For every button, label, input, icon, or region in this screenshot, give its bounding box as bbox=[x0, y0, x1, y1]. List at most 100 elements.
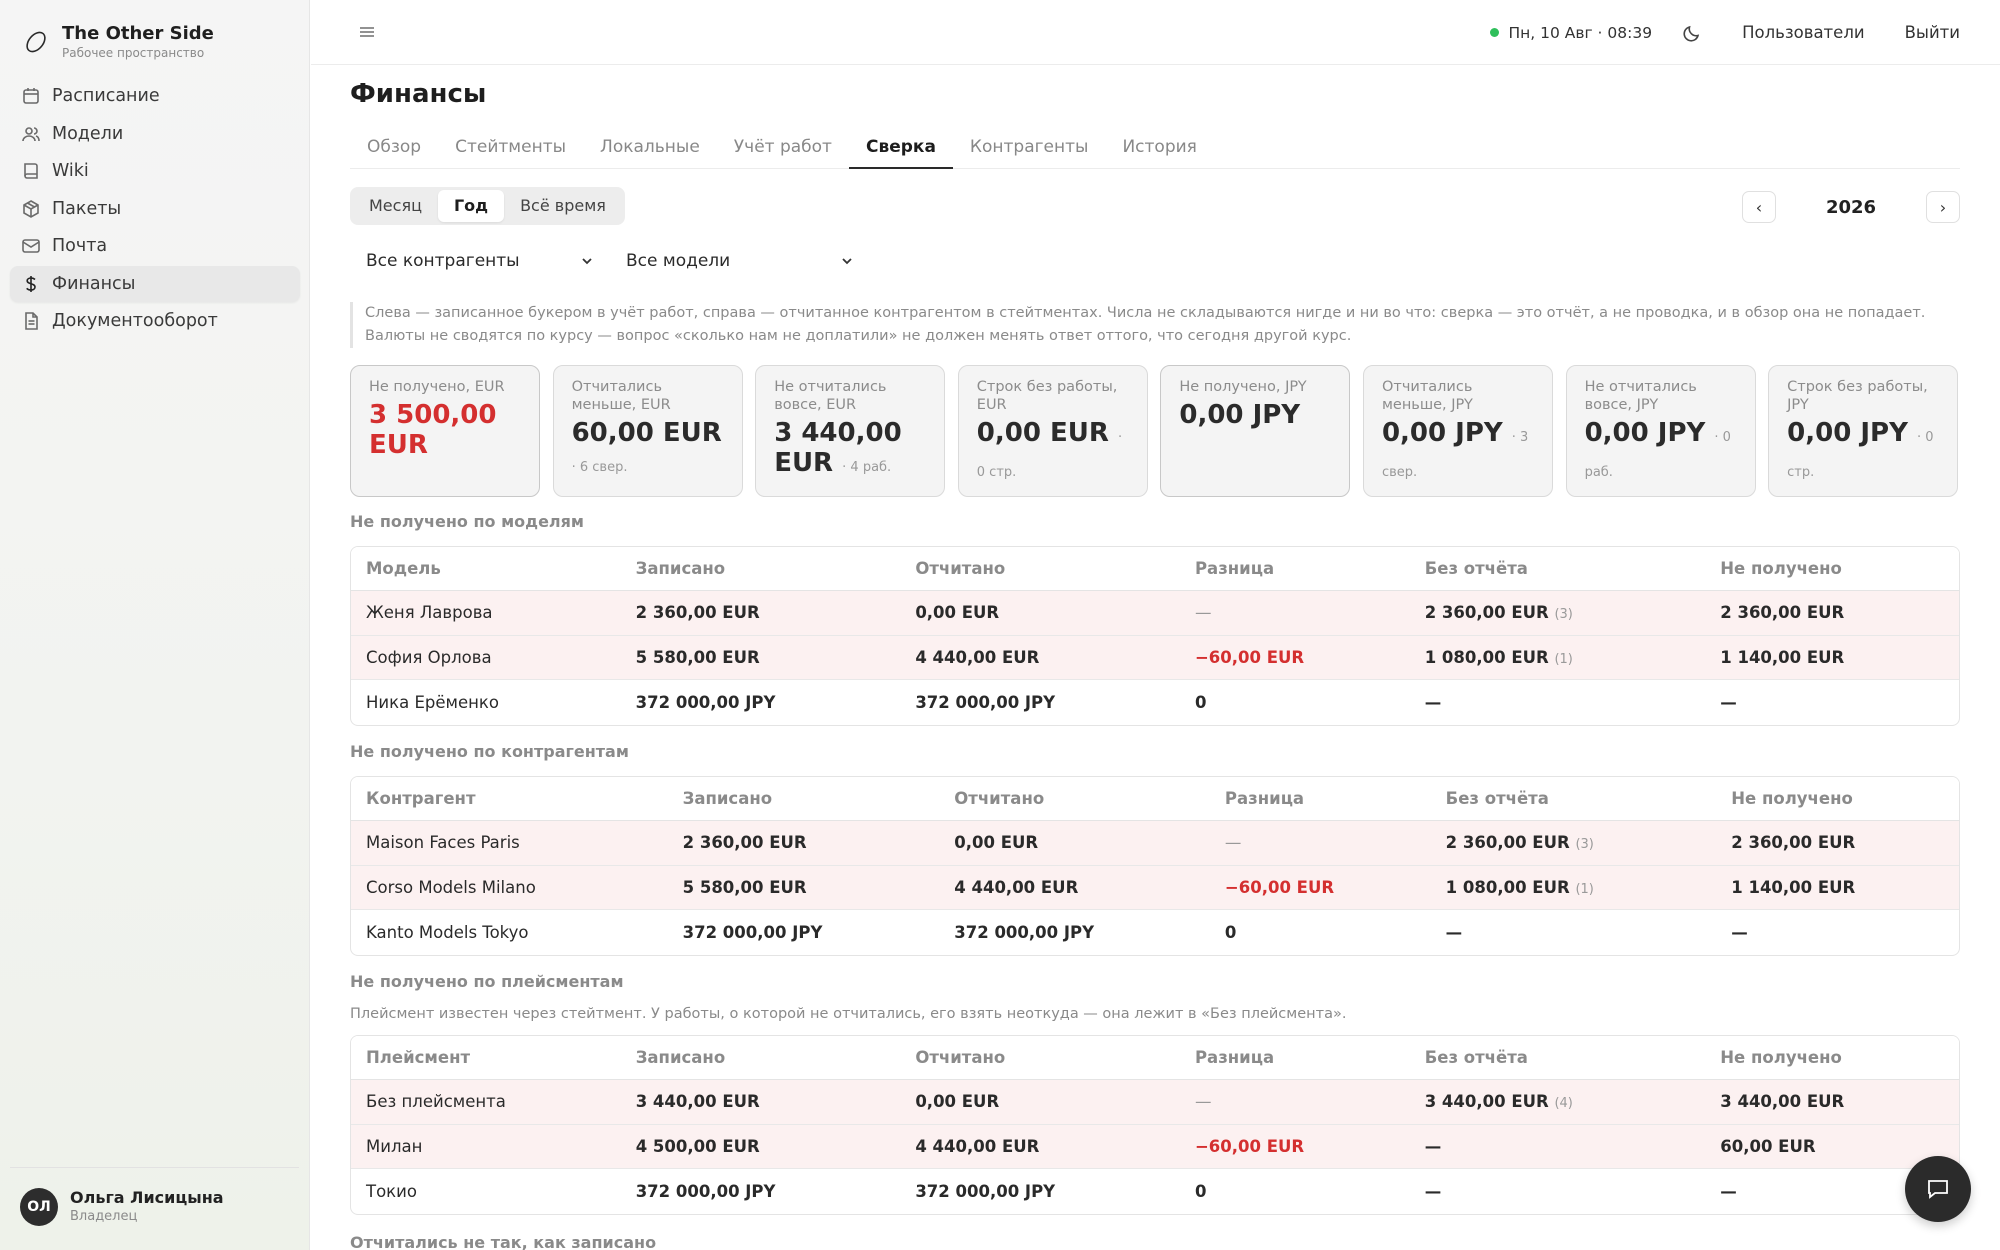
column-header[interactable]: Разница bbox=[1179, 547, 1410, 591]
card-meta: · 0 раб. bbox=[1584, 430, 1731, 480]
tab-history[interactable]: История bbox=[1122, 137, 1197, 157]
column-header[interactable]: Без отчёта bbox=[1409, 1036, 1706, 1080]
table-row[interactable]: Без плейсмента 3 440,00 EUR 0,00 EUR —3 440… bbox=[351, 1080, 1959, 1125]
sidebar-item-label: Wiki bbox=[52, 161, 89, 181]
column-header[interactable]: Записано bbox=[667, 777, 940, 821]
cell-reported: 0,00 EUR bbox=[939, 821, 1210, 866]
period-switch: Месяц Год Всё время bbox=[350, 187, 625, 225]
brand[interactable]: The Other Side Рабочее пространство bbox=[22, 20, 214, 64]
summary-card[interactable]: Не получено, JPY 0,00 JPY bbox=[1160, 365, 1351, 497]
table-row[interactable]: Милан 4 500,00 EUR 4 440,00 EUR −60,00 EUR —… bbox=[351, 1124, 1959, 1169]
table-row[interactable]: Токио 372 000,00 JPY 372 000,00 JPY 0 — — bbox=[351, 1169, 1959, 1214]
card-value: 0,00 EUR · 0 стр. bbox=[977, 418, 1133, 488]
cell-not-received: — bbox=[1720, 692, 1737, 712]
section-desc-by-placement: Плейсмент известен через стейтмент. У ра… bbox=[350, 1006, 1347, 1022]
column-header[interactable]: Плейсмент bbox=[351, 1036, 621, 1080]
cell-not-received: 1 140,00 EUR bbox=[1705, 635, 1959, 680]
column-header[interactable]: Без отчёта bbox=[1430, 777, 1717, 821]
column-header[interactable]: Отчитано bbox=[900, 547, 1180, 591]
no-report-count: (4) bbox=[1554, 1096, 1573, 1112]
card-amount: 0,00 JPY bbox=[1179, 400, 1301, 430]
brand-title: The Other Side bbox=[62, 23, 214, 44]
period-all-time[interactable]: Всё время bbox=[520, 196, 606, 215]
card-value: 0,00 JPY · 3 свер. bbox=[1382, 418, 1538, 488]
table-header-row: Модель Записано Отчитано Разница Без отчёта Н… bbox=[351, 547, 1959, 591]
model-select[interactable]: Все модели bbox=[610, 243, 870, 279]
card-meta: · 0 стр. bbox=[1787, 430, 1934, 480]
table-by-placement: Плейсмент Записано Отчитано Разница Без отчё… bbox=[350, 1035, 1960, 1215]
sidebar-item-mail[interactable]: Почта bbox=[10, 228, 300, 264]
tab-local[interactable]: Локальные bbox=[600, 137, 700, 157]
table-row[interactable]: Kanto Models Tokyo 372 000,00 JPY 372 000,… bbox=[351, 910, 1959, 955]
tab-work-log[interactable]: Учёт работ bbox=[733, 137, 832, 157]
sidebar-item-models[interactable]: Модели bbox=[10, 116, 300, 152]
sidebar-item-label: Финансы bbox=[52, 273, 136, 294]
sidebar-item-schedule[interactable]: Расписание bbox=[10, 78, 300, 114]
column-header[interactable]: Контрагент bbox=[351, 777, 668, 821]
moon-icon[interactable] bbox=[1682, 23, 1702, 43]
card-amount: 0,00 EUR bbox=[976, 418, 1109, 448]
table-row[interactable]: София Орлова 5 580,00 EUR 4 440,00 EUR −60,… bbox=[351, 635, 1959, 680]
column-header[interactable]: Отчитано bbox=[900, 1036, 1180, 1080]
users-link[interactable]: Пользователи bbox=[1742, 23, 1865, 42]
summary-card[interactable]: Отчитались меньше, JPY 0,00 JPY · 3 свер. bbox=[1362, 365, 1553, 497]
brand-subtitle: Рабочее пространство bbox=[62, 46, 205, 60]
tab-counterparties[interactable]: Контрагенты bbox=[969, 137, 1089, 157]
card-label: Строк без работы, EUR bbox=[976, 379, 1118, 413]
sidebar-item-finance[interactable]: Финансы bbox=[10, 265, 300, 302]
column-header[interactable]: Записано bbox=[620, 547, 901, 591]
column-header[interactable]: Не получено bbox=[1716, 777, 1959, 821]
sidebar-item-label: Документооборот bbox=[52, 311, 218, 331]
column-header[interactable]: Отчитано bbox=[939, 777, 1210, 821]
table-row[interactable]: Ника Ерёменко 372 000,00 JPY 372 000,00 JP… bbox=[351, 680, 1959, 725]
summary-card[interactable]: Не отчитались вовсе, JPY 0,00 JPY · 0 раб… bbox=[1565, 365, 1756, 497]
column-header[interactable]: Не получено bbox=[1705, 547, 1959, 591]
column-header[interactable]: Разница bbox=[1179, 1036, 1410, 1080]
column-header[interactable]: Без отчёта bbox=[1409, 547, 1706, 591]
logout-link[interactable]: Выйти bbox=[1904, 23, 1960, 42]
tab-statements[interactable]: Стейтменты bbox=[455, 137, 567, 157]
column-header[interactable]: Модель bbox=[351, 547, 621, 591]
table-row[interactable]: Maison Faces Paris 2 360,00 EUR 0,00 EUR —2… bbox=[351, 821, 1959, 866]
period-year[interactable]: Год bbox=[437, 190, 505, 222]
section-title-mismatch: Отчитались не так, как записано bbox=[350, 1233, 657, 1250]
card-meta: · 0 стр. bbox=[976, 430, 1123, 480]
cell-reported: 4 440,00 EUR bbox=[900, 635, 1180, 680]
cell-name: Ника Ерёменко bbox=[366, 692, 499, 712]
cell-reported: 4 440,00 EUR bbox=[900, 1124, 1180, 1169]
column-header[interactable]: Разница bbox=[1209, 777, 1431, 821]
cell-not-received: 3 440,00 EUR bbox=[1705, 1080, 1959, 1125]
column-header[interactable]: Не получено bbox=[1705, 1036, 1959, 1080]
summary-card[interactable]: Отчитались меньше, EUR 60,00 EUR · 6 свер… bbox=[552, 365, 743, 497]
no-report-amount: 2 360,00 EUR bbox=[1445, 833, 1570, 853]
no-report-amount: — bbox=[1424, 1136, 1442, 1156]
sidebar-item-packages[interactable]: Пакеты bbox=[10, 191, 300, 227]
prev-year-button[interactable]: ‹ bbox=[1742, 191, 1776, 223]
chat-button[interactable] bbox=[1905, 1156, 1971, 1222]
tab-overview[interactable]: Обзор bbox=[367, 137, 422, 157]
summary-card[interactable]: Не получено, EUR 3 500,00 EUR bbox=[350, 365, 540, 497]
table-row[interactable]: Corso Models Milano 5 580,00 EUR 4 440,00 … bbox=[351, 865, 1959, 910]
counterparty-select[interactable]: Все контрагенты bbox=[350, 243, 610, 279]
next-year-button[interactable]: › bbox=[1926, 191, 1960, 223]
chat-icon bbox=[1928, 1180, 1948, 1199]
summary-card[interactable]: Не отчитались вовсе, EUR 3 440,00 EUR · 4… bbox=[755, 365, 946, 497]
section-title-by-counterparty: Не получено по контрагентам bbox=[350, 742, 629, 761]
column-header[interactable]: Записано bbox=[620, 1036, 901, 1080]
user-profile[interactable]: ОЛ Ольга Лисицына Владелец bbox=[20, 1188, 224, 1226]
summary-card[interactable]: Строк без работы, EUR 0,00 EUR · 0 стр. bbox=[957, 365, 1148, 497]
cell-not-received: — bbox=[1731, 922, 1748, 942]
summary-card[interactable]: Строк без работы, JPY 0,00 JPY · 0 стр. bbox=[1768, 365, 1959, 497]
sidebar-item-wiki[interactable]: Wiki bbox=[10, 153, 300, 189]
cell-name: София Орлова bbox=[351, 635, 621, 680]
period-month[interactable]: Месяц bbox=[369, 196, 422, 215]
cell-no-report: — bbox=[1409, 1124, 1706, 1169]
menu-icon[interactable] bbox=[357, 22, 377, 42]
tab-reconciliation[interactable]: Сверка bbox=[848, 125, 953, 169]
table-row[interactable]: Женя Лаврова 2 360,00 EUR 0,00 EUR —2 360,0… bbox=[351, 591, 1959, 636]
tabs: Обзор Стейтменты Локальные Учёт работ Св… bbox=[350, 125, 1960, 169]
cell-difference: 0 bbox=[1194, 692, 1207, 712]
cell-recorded: 372 000,00 JPY bbox=[635, 692, 776, 712]
cell-no-report: 2 360,00 EUR (3) bbox=[1430, 821, 1717, 866]
sidebar-item-documents[interactable]: Документооборот bbox=[10, 303, 300, 339]
